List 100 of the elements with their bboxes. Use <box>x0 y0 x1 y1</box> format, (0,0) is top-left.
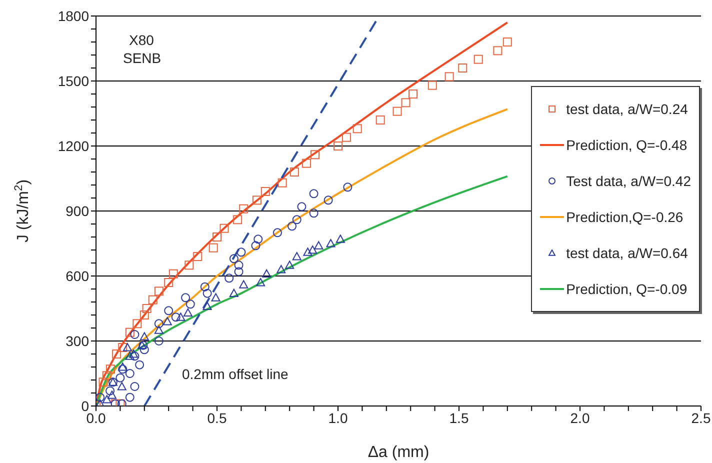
x-tick-label: 2.5 <box>691 410 711 426</box>
point <box>98 378 108 387</box>
point <box>288 222 297 231</box>
point <box>107 390 116 399</box>
point <box>336 234 345 243</box>
point <box>184 260 194 270</box>
point <box>254 234 263 244</box>
point <box>125 369 134 378</box>
point <box>125 352 134 360</box>
point <box>154 336 164 346</box>
point <box>239 280 248 288</box>
point <box>502 38 512 46</box>
point <box>96 399 105 406</box>
point <box>106 386 115 396</box>
legend-label: Prediction,Q=-0.26 <box>566 209 684 225</box>
point <box>229 254 238 264</box>
x-tick-label: 1.0 <box>328 410 348 426</box>
point <box>252 196 262 205</box>
point <box>212 232 222 242</box>
point <box>211 293 220 302</box>
point <box>171 312 180 322</box>
point <box>135 360 144 370</box>
y-tick-label: 900 <box>66 202 90 219</box>
legend-label: test data, a/W=0.24 <box>566 101 688 117</box>
point <box>130 330 140 339</box>
point <box>229 288 238 298</box>
point <box>278 178 287 188</box>
point <box>130 352 140 361</box>
point <box>236 248 246 257</box>
point <box>352 124 362 134</box>
annotation: X80 <box>129 32 154 48</box>
point <box>154 326 164 334</box>
point <box>162 317 172 326</box>
x-tick-label: 0.5 <box>207 410 227 426</box>
point <box>262 269 272 278</box>
point <box>122 343 132 352</box>
y-tick-label: 600 <box>66 268 90 284</box>
y-tick-label: 1500 <box>58 72 90 89</box>
point <box>290 168 299 176</box>
point <box>493 46 502 56</box>
point <box>342 132 351 142</box>
point <box>260 187 270 196</box>
point <box>428 80 437 90</box>
point <box>132 319 142 328</box>
point <box>125 328 134 337</box>
point <box>309 208 318 218</box>
point <box>233 215 242 224</box>
point <box>154 286 164 296</box>
point <box>193 252 202 261</box>
point <box>102 395 112 404</box>
point <box>392 106 402 116</box>
legend-label: Prediction, Q=-0.09 <box>566 281 688 297</box>
x-tick-label: 2.0 <box>570 410 590 426</box>
point <box>181 293 190 302</box>
x-tick-label: 1.5 <box>449 410 469 426</box>
point <box>234 260 244 270</box>
point <box>297 202 306 212</box>
point <box>140 345 149 354</box>
point <box>186 300 195 309</box>
point <box>202 302 212 310</box>
point <box>208 243 218 252</box>
point <box>376 116 385 124</box>
point <box>96 392 105 402</box>
point <box>308 246 318 254</box>
point <box>334 142 342 150</box>
point <box>118 362 128 371</box>
point <box>314 241 324 250</box>
point <box>125 392 134 402</box>
annotation: SENB <box>123 50 162 66</box>
point <box>401 98 410 108</box>
annotation: 0.2mm offset line <box>182 366 288 382</box>
y-tick-label: 1800 <box>58 8 90 24</box>
point <box>458 64 468 72</box>
point <box>303 248 312 256</box>
point <box>273 228 282 238</box>
point <box>408 90 418 98</box>
point <box>234 267 244 276</box>
point <box>102 371 112 380</box>
point <box>343 182 352 192</box>
point <box>154 319 164 328</box>
point <box>106 364 116 374</box>
legend-label: Prediction, Q=-0.48 <box>566 137 688 153</box>
point <box>202 288 212 298</box>
point <box>118 343 128 352</box>
point <box>220 224 229 233</box>
point <box>302 158 312 168</box>
point <box>140 310 149 320</box>
point <box>164 278 174 287</box>
point <box>324 196 333 205</box>
point <box>112 350 122 358</box>
point <box>183 308 192 317</box>
point <box>200 282 210 292</box>
point <box>285 260 294 269</box>
point <box>276 265 286 274</box>
point <box>309 189 318 198</box>
point <box>164 306 174 316</box>
line-series <box>96 175 508 406</box>
point <box>292 252 302 260</box>
point <box>116 373 125 382</box>
point <box>326 239 336 248</box>
